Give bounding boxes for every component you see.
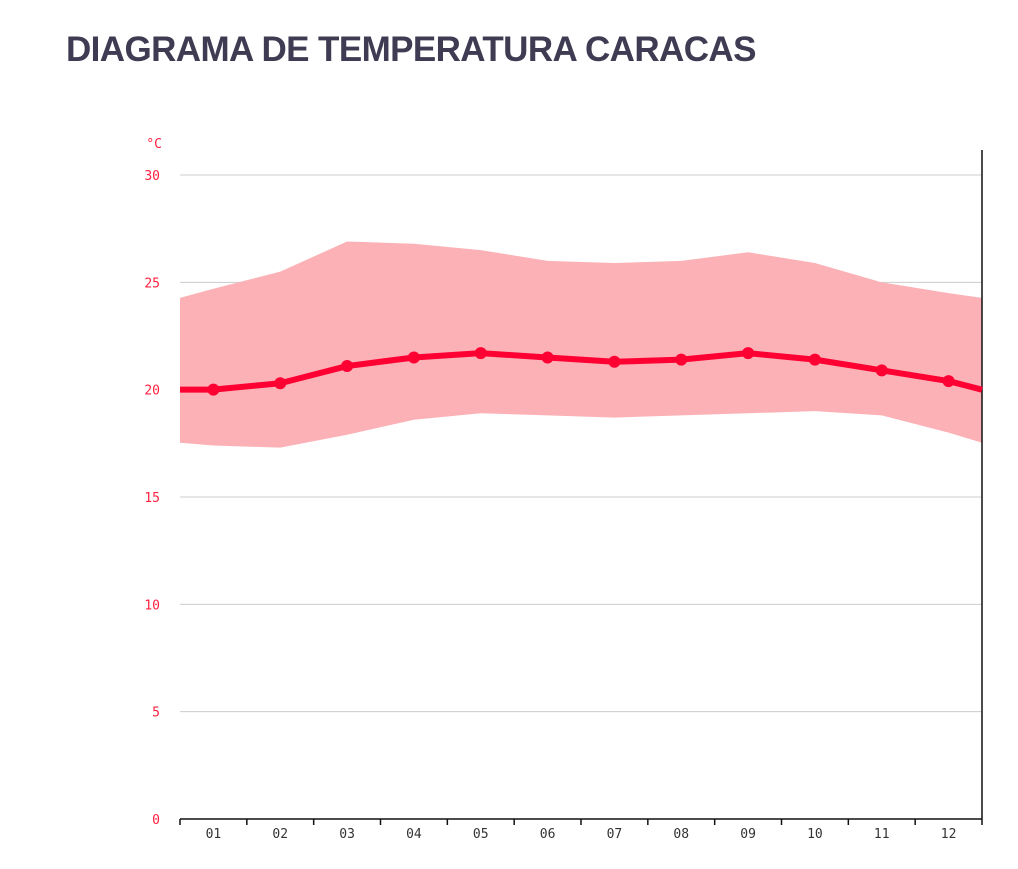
y-tick-label-5: 5 bbox=[152, 706, 160, 721]
mean-point-12 bbox=[942, 375, 955, 388]
x-tick-label-07: 07 bbox=[607, 827, 623, 842]
y-tick-label-25: 25 bbox=[144, 276, 160, 291]
x-tick-label-05: 05 bbox=[473, 827, 489, 842]
mean-point-05 bbox=[474, 347, 487, 360]
x-tick-label-04: 04 bbox=[406, 827, 422, 842]
mean-point-09 bbox=[742, 347, 755, 360]
mean-point-06 bbox=[541, 351, 554, 364]
y-tick-label-20: 20 bbox=[144, 384, 160, 399]
x-tick-label-12: 12 bbox=[941, 827, 957, 842]
mean-temperature-line bbox=[180, 350, 983, 393]
x-tick-label-08: 08 bbox=[673, 827, 689, 842]
y-tick-label-30: 30 bbox=[144, 169, 160, 184]
mean-point-02 bbox=[274, 377, 287, 390]
mean-point-03 bbox=[341, 360, 354, 373]
y-axis-tick-labels: 0 5 10 15 20 25 30 bbox=[144, 169, 160, 828]
mean-point-11 bbox=[875, 364, 888, 377]
x-tick-label-11: 11 bbox=[874, 827, 890, 842]
y-tick-label-0: 0 bbox=[152, 813, 160, 828]
x-axis-tick-labels: 01 02 03 04 05 06 07 08 09 10 11 12 bbox=[206, 827, 957, 842]
temperature-range-band bbox=[180, 241, 982, 448]
mean-point-01 bbox=[207, 383, 220, 396]
mean-point-10 bbox=[808, 353, 821, 366]
y-tick-label-15: 15 bbox=[144, 491, 160, 506]
mean-point-04 bbox=[407, 351, 420, 364]
axes bbox=[179, 150, 983, 825]
y-tick-label-10: 10 bbox=[144, 598, 160, 613]
x-tick-label-06: 06 bbox=[540, 827, 556, 842]
mean-point-08 bbox=[675, 353, 688, 366]
chart-title: DIAGRAMA DE TEMPERATURA CARACAS bbox=[66, 30, 756, 69]
y-axis-unit-label: °C bbox=[146, 137, 162, 152]
mean-point-07 bbox=[608, 355, 621, 368]
x-tick-label-09: 09 bbox=[740, 827, 756, 842]
x-tick-label-02: 02 bbox=[272, 827, 288, 842]
x-tick-label-01: 01 bbox=[206, 827, 222, 842]
x-tick-label-03: 03 bbox=[339, 827, 355, 842]
mean-temperature-points bbox=[207, 347, 955, 396]
x-tick-label-10: 10 bbox=[807, 827, 823, 842]
